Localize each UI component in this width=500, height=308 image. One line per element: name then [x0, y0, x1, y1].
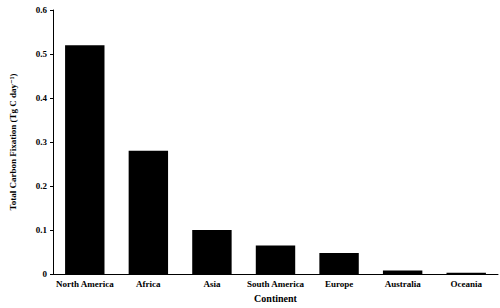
svg-text:Continent: Continent	[254, 293, 297, 304]
svg-text:Total Carbon Fixation (Tg C da: Total Carbon Fixation (Tg C day⁻¹)	[8, 74, 18, 211]
svg-text:Oceania: Oceania	[450, 279, 482, 289]
svg-text:0.6: 0.6	[36, 5, 48, 15]
svg-text:0: 0	[43, 269, 48, 279]
svg-text:South America: South America	[247, 279, 305, 289]
svg-text:Europe: Europe	[325, 279, 353, 289]
svg-text:0.4: 0.4	[36, 93, 48, 103]
svg-text:0.3: 0.3	[36, 137, 48, 147]
svg-text:0.5: 0.5	[36, 49, 48, 59]
svg-text:0.2: 0.2	[36, 181, 48, 191]
svg-text:Australia: Australia	[385, 279, 422, 289]
svg-text:0.1: 0.1	[36, 225, 48, 235]
svg-text:Africa: Africa	[136, 279, 161, 289]
svg-text:North America: North America	[56, 279, 114, 289]
svg-text:Asia: Asia	[203, 279, 221, 289]
